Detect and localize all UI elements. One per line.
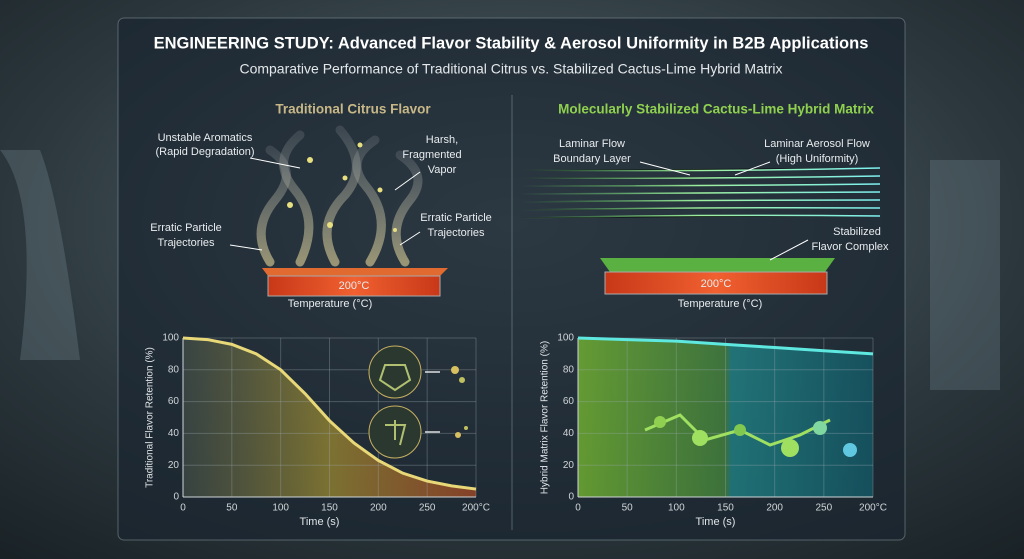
- y-tick-label: 40: [563, 428, 575, 439]
- y-tick-label: 0: [173, 492, 179, 503]
- plate-axis-label: Temperature (°C): [288, 298, 372, 310]
- x-tick-label: 50: [226, 503, 238, 514]
- x-tick-label: 250: [419, 503, 436, 514]
- x-tick-label: 0: [180, 503, 186, 514]
- molecule-icons: [368, 345, 468, 459]
- annotation: Stabilized: [833, 226, 881, 238]
- annotation: Unstable Aromatics: [158, 132, 253, 144]
- smoke: [256, 125, 423, 267]
- x-tick-label: 250: [815, 503, 832, 514]
- annotation: Fragmented: [402, 149, 461, 161]
- annotation: Laminar Aerosol Flow: [764, 138, 870, 150]
- annotation: Harsh,: [426, 134, 458, 146]
- y-tick-label: 80: [563, 364, 575, 375]
- x-tick-label: 150: [717, 503, 734, 514]
- callout-lines: [639, 161, 809, 261]
- annotation: Vapor: [428, 164, 457, 176]
- plate: [267, 275, 441, 297]
- annotation: Flavor Complex: [811, 241, 889, 253]
- plate-top: [600, 258, 835, 272]
- x-tick-label: 200°C: [859, 503, 887, 514]
- x-tick-label: 150: [321, 503, 338, 514]
- callout-lines: [229, 157, 421, 251]
- beaker-decoration: [930, 160, 1000, 390]
- y-axis-label: Traditional Flavor Retention (%): [145, 347, 156, 488]
- plate-axis-label: Temperature (°C): [678, 298, 762, 310]
- y-tick-label: 100: [557, 333, 574, 344]
- x-tick-label: 100: [668, 503, 685, 514]
- x-tick-label: 0: [575, 503, 581, 514]
- chart: 0 20 40 60 80 100 0 50 100 150 200 250 200°C Time (s)…: [145, 333, 490, 528]
- annotation: Erratic Particle: [420, 212, 492, 224]
- annotation: Trajectories: [427, 227, 485, 239]
- particles: [287, 142, 397, 232]
- panel-title: Molecularly Stabilized Cactus-Lime Hybri…: [558, 102, 874, 117]
- x-tick-label: 50: [622, 503, 634, 514]
- flask-decoration: [0, 150, 80, 360]
- line: [182, 336, 477, 491]
- x-tick-label: 100: [272, 503, 289, 514]
- hybrid-molecule: [644, 413, 857, 457]
- x-axis-label: Time (s): [696, 516, 736, 528]
- title: ENGINEERING STUDY: Advanced Flavor Stabi…: [154, 34, 869, 52]
- panel-title: Traditional Citrus Flavor: [275, 102, 431, 117]
- y-tick-label: 60: [168, 396, 180, 407]
- y-tick-label: 0: [568, 492, 574, 503]
- x-tick-label: 200: [766, 503, 783, 514]
- y-tick-label: 100: [162, 333, 179, 344]
- annotation: Trajectories: [157, 237, 215, 249]
- y-tick-label: 60: [563, 396, 575, 407]
- subtitle: Comparative Performance of Traditional C…: [239, 61, 782, 77]
- annotation: Laminar Flow: [559, 138, 625, 150]
- plate: [604, 271, 828, 295]
- y-tick-label: 80: [168, 364, 180, 375]
- plate-top: [262, 268, 448, 276]
- area: [183, 338, 476, 497]
- area: [578, 338, 873, 497]
- x-tick-label: 200°C: [462, 503, 490, 514]
- annotation: Erratic Particle: [150, 222, 222, 234]
- y-tick-label: 40: [168, 428, 180, 439]
- annotation: (Rapid Degradation): [155, 146, 254, 158]
- plate-label: 200°C: [701, 278, 732, 290]
- y-axis-label: Hybrid Matrix Flavor Retention (%): [540, 341, 551, 494]
- y-tick-label: 20: [168, 460, 180, 471]
- annotation: (High Uniformity): [776, 153, 859, 165]
- x-axis-label: Time (s): [300, 516, 340, 528]
- x-tick-label: 200: [370, 503, 387, 514]
- annotation: Boundary Layer: [553, 153, 631, 165]
- chart: 0 20 40 60 80 100 0 50 100 150 200 250 200°C Time (s)…: [540, 333, 887, 528]
- line: [577, 336, 874, 356]
- y-tick-label: 20: [563, 460, 575, 471]
- laminar-flow: [519, 167, 881, 219]
- plate-label: 200°C: [339, 280, 370, 292]
